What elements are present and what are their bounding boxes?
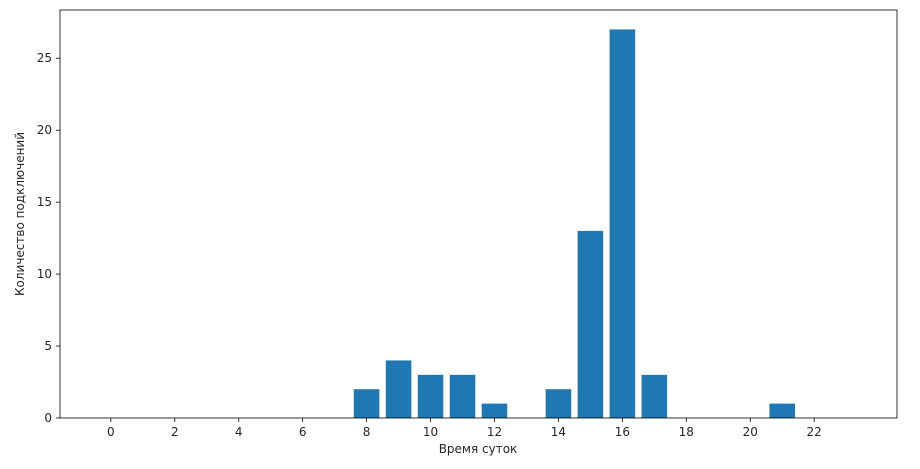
x-tick-label: 10: [423, 425, 438, 439]
y-tick-label: 10: [37, 267, 52, 281]
y-axis: 0 5 10 15 20 25: [37, 51, 60, 425]
x-tick-label: 14: [551, 425, 566, 439]
plot-frame: [59, 9, 898, 419]
y-tick-label: 15: [37, 195, 52, 209]
x-tick-label: 2: [171, 425, 179, 439]
y-tick-label: 0: [44, 411, 52, 425]
y-tick-label: 5: [44, 339, 52, 353]
x-tick-label: 6: [299, 425, 307, 439]
bar-hour-10: [417, 374, 444, 418]
bar-hour-12: [481, 403, 508, 418]
x-axis-label: Время суток: [439, 442, 518, 456]
bar-hour-11: [449, 374, 476, 418]
x-tick-label: 0: [107, 425, 115, 439]
x-tick-label: 20: [743, 425, 758, 439]
y-axis-label: Количество подключений: [13, 132, 27, 296]
bar-hour-9: [385, 360, 412, 418]
bar-hour-21: [769, 403, 796, 418]
x-tick-label: 16: [615, 425, 630, 439]
x-tick-label: 12: [487, 425, 502, 439]
bar-hour-16: [609, 29, 636, 419]
x-tick-label: 18: [679, 425, 694, 439]
x-axis: 0 2 4 6 8 10 12 14 16 18 20 22: [107, 418, 822, 439]
y-tick-label: 20: [37, 123, 52, 137]
bar-hour-15: [577, 230, 604, 418]
y-tick-label: 25: [37, 51, 52, 65]
bar-hour-8: [353, 389, 380, 418]
x-tick-label: 8: [363, 425, 371, 439]
x-tick-label: 22: [807, 425, 822, 439]
x-tick-label: 4: [235, 425, 243, 439]
bar-hour-14: [545, 389, 572, 418]
bars: [353, 29, 796, 419]
bar-hour-17: [641, 374, 668, 418]
